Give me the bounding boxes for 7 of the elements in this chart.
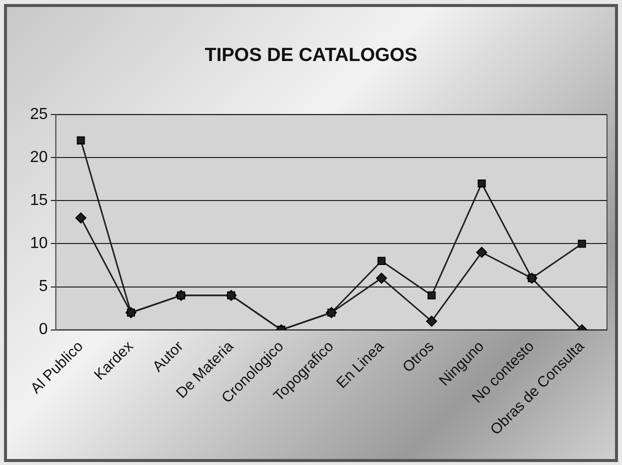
y-tick-label: 20: [30, 149, 48, 166]
y-tick-label: 0: [38, 321, 48, 338]
y-tick-label: 25: [30, 106, 48, 124]
chart-title: TIPOS DE CATALOGOS: [204, 45, 418, 67]
y-tick-label: 10: [30, 235, 48, 252]
y-tick-label: 15: [30, 192, 48, 210]
y-tick-label: 5: [38, 278, 48, 296]
